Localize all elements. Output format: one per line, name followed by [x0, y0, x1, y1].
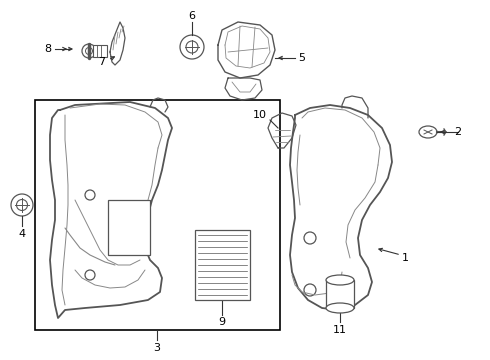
Bar	[35, 100, 280, 330]
Ellipse shape	[419, 126, 437, 138]
Circle shape	[180, 35, 204, 59]
Text: 10: 10	[253, 110, 267, 120]
Circle shape	[85, 270, 95, 280]
Circle shape	[85, 190, 95, 200]
Bar	[108, 200, 150, 255]
Text: 1: 1	[401, 253, 409, 263]
Bar	[93, 45, 107, 57]
Circle shape	[186, 41, 198, 53]
Text: 4: 4	[19, 229, 25, 239]
Ellipse shape	[326, 275, 354, 285]
Text: 5: 5	[298, 53, 305, 63]
Text: 2: 2	[454, 127, 462, 137]
Circle shape	[11, 194, 33, 216]
Circle shape	[85, 48, 93, 54]
Circle shape	[304, 284, 316, 296]
Bar	[195, 230, 250, 300]
Circle shape	[304, 232, 316, 244]
Text: 11: 11	[333, 325, 347, 335]
Text: 8: 8	[45, 44, 51, 54]
Text: 9: 9	[219, 317, 225, 327]
Ellipse shape	[326, 303, 354, 313]
Circle shape	[17, 199, 27, 211]
Text: 6: 6	[189, 11, 196, 21]
Text: 7: 7	[98, 57, 105, 67]
Text: 3: 3	[153, 343, 161, 353]
Bar	[326, 280, 354, 308]
Circle shape	[82, 44, 96, 58]
